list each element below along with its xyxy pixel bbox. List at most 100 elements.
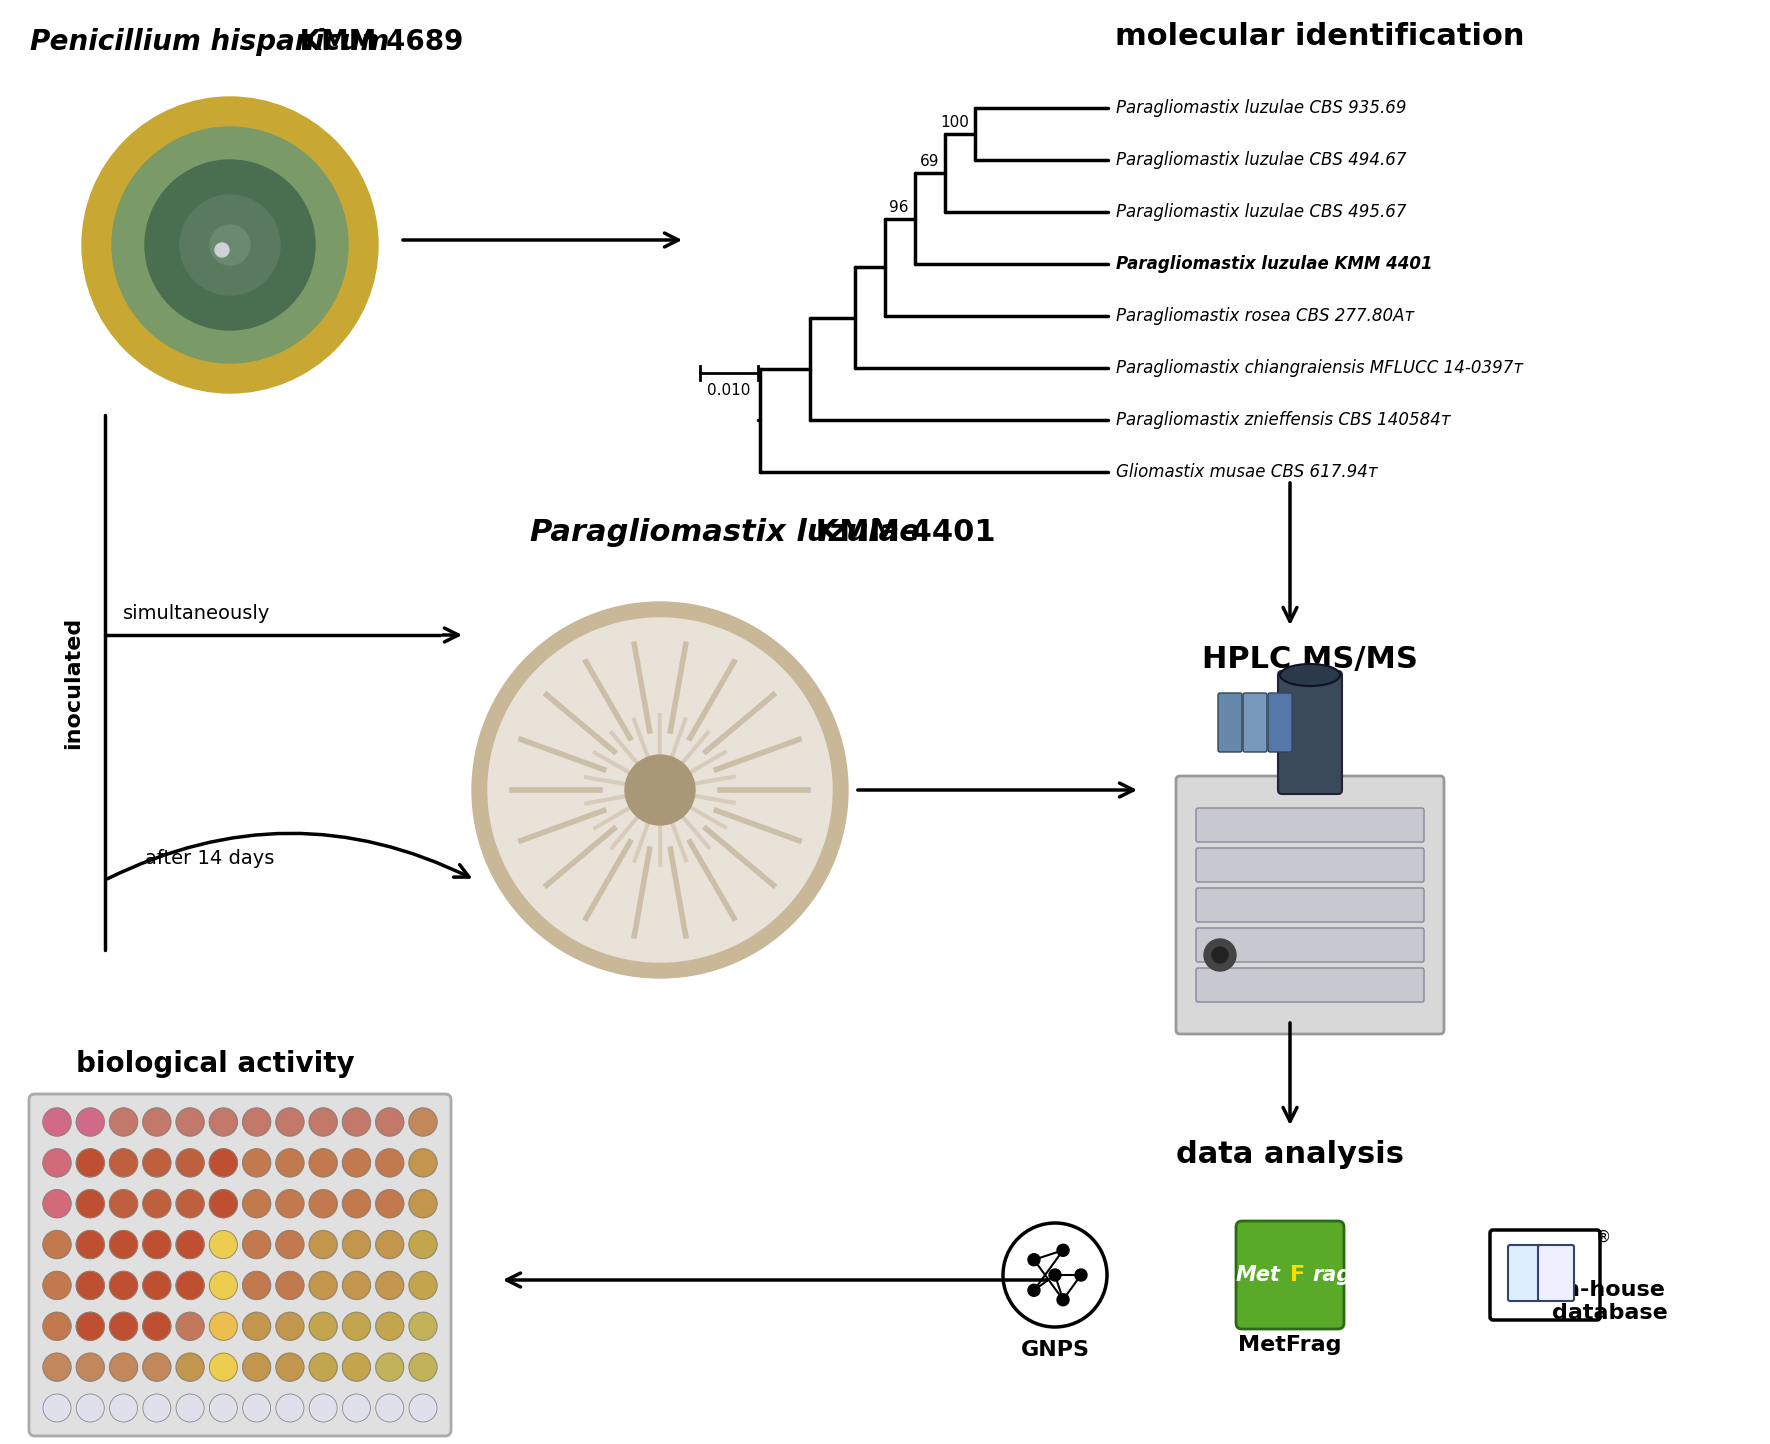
Text: inoculated: inoculated — [64, 617, 83, 748]
Text: F: F — [1290, 1265, 1306, 1285]
Circle shape — [1074, 1269, 1087, 1281]
FancyBboxPatch shape — [1197, 848, 1425, 882]
Text: Paragliomastix luzulae CBS 494.67: Paragliomastix luzulae CBS 494.67 — [1117, 152, 1407, 169]
Circle shape — [310, 1149, 336, 1177]
Circle shape — [276, 1230, 304, 1259]
FancyBboxPatch shape — [1218, 693, 1243, 752]
Circle shape — [276, 1393, 304, 1422]
Circle shape — [342, 1353, 370, 1380]
Circle shape — [145, 160, 315, 331]
Circle shape — [42, 1149, 71, 1177]
Circle shape — [110, 1230, 138, 1259]
Circle shape — [342, 1108, 370, 1136]
Circle shape — [209, 1149, 237, 1177]
Text: Paragliomastix luzulae: Paragliomastix luzulae — [529, 518, 920, 547]
Circle shape — [209, 1353, 237, 1380]
Circle shape — [209, 1393, 237, 1422]
Circle shape — [342, 1190, 370, 1217]
Circle shape — [409, 1149, 437, 1177]
Text: KMM 4689: KMM 4689 — [290, 27, 464, 56]
Circle shape — [110, 1271, 138, 1300]
Text: Paragliomastix luzulae KMM 4401: Paragliomastix luzulae KMM 4401 — [1117, 256, 1432, 273]
Circle shape — [276, 1108, 304, 1136]
Circle shape — [76, 1353, 104, 1380]
Circle shape — [489, 618, 832, 962]
Text: biological activity: biological activity — [76, 1050, 354, 1079]
Circle shape — [42, 1393, 71, 1422]
Circle shape — [310, 1230, 336, 1259]
Circle shape — [42, 1190, 71, 1217]
Circle shape — [175, 1149, 204, 1177]
Circle shape — [76, 1393, 104, 1422]
Text: Paragliomastix luzulae CBS 495.67: Paragliomastix luzulae CBS 495.67 — [1117, 204, 1407, 221]
Circle shape — [375, 1313, 404, 1340]
Circle shape — [110, 1149, 138, 1177]
Text: HPLC MS/MS: HPLC MS/MS — [1202, 645, 1418, 674]
Circle shape — [175, 1313, 204, 1340]
Circle shape — [110, 1313, 138, 1340]
Circle shape — [143, 1149, 172, 1177]
Text: Paragliomastix rosea CBS 277.80Aᴛ: Paragliomastix rosea CBS 277.80Aᴛ — [1117, 308, 1414, 325]
Circle shape — [375, 1108, 404, 1136]
Circle shape — [42, 1313, 71, 1340]
Circle shape — [409, 1353, 437, 1380]
Circle shape — [175, 1271, 204, 1300]
FancyBboxPatch shape — [1175, 775, 1444, 1034]
Text: 69: 69 — [919, 155, 940, 169]
Circle shape — [409, 1190, 437, 1217]
Circle shape — [1028, 1253, 1041, 1266]
Text: Penicillium hispanicum: Penicillium hispanicum — [30, 27, 389, 56]
Circle shape — [342, 1230, 370, 1259]
Circle shape — [1004, 1223, 1106, 1327]
Circle shape — [409, 1108, 437, 1136]
Ellipse shape — [1280, 664, 1340, 686]
Text: Gliomastix musae CBS 617.94ᴛ: Gliomastix musae CBS 617.94ᴛ — [1117, 464, 1377, 481]
Circle shape — [1212, 947, 1228, 963]
Circle shape — [1204, 939, 1235, 970]
Circle shape — [76, 1271, 104, 1300]
Circle shape — [175, 1190, 204, 1217]
Circle shape — [112, 127, 349, 362]
Circle shape — [242, 1149, 271, 1177]
FancyBboxPatch shape — [1267, 693, 1292, 752]
Circle shape — [211, 225, 250, 266]
Circle shape — [310, 1353, 336, 1380]
FancyBboxPatch shape — [1508, 1245, 1542, 1301]
Circle shape — [342, 1149, 370, 1177]
Circle shape — [409, 1313, 437, 1340]
Text: simultaneously: simultaneously — [122, 604, 271, 622]
Circle shape — [76, 1108, 104, 1136]
Circle shape — [181, 195, 280, 295]
Circle shape — [375, 1393, 404, 1422]
Circle shape — [242, 1393, 271, 1422]
Circle shape — [310, 1190, 336, 1217]
Circle shape — [175, 1108, 204, 1136]
Circle shape — [242, 1353, 271, 1380]
Circle shape — [242, 1230, 271, 1259]
FancyBboxPatch shape — [1197, 967, 1425, 1002]
FancyBboxPatch shape — [1235, 1222, 1343, 1328]
Circle shape — [110, 1190, 138, 1217]
Circle shape — [375, 1190, 404, 1217]
Circle shape — [242, 1313, 271, 1340]
Circle shape — [42, 1353, 71, 1380]
Circle shape — [375, 1353, 404, 1380]
Circle shape — [276, 1149, 304, 1177]
Circle shape — [310, 1313, 336, 1340]
Text: data analysis: data analysis — [1175, 1139, 1404, 1170]
FancyBboxPatch shape — [1197, 809, 1425, 842]
Circle shape — [409, 1230, 437, 1259]
Circle shape — [143, 1393, 172, 1422]
Circle shape — [143, 1313, 172, 1340]
Circle shape — [175, 1353, 204, 1380]
Text: ®: ® — [1595, 1229, 1611, 1245]
Circle shape — [175, 1393, 204, 1422]
FancyBboxPatch shape — [1538, 1245, 1574, 1301]
Circle shape — [76, 1149, 104, 1177]
Text: Paragliomastix chiangraiensis MFLUCC 14-0397ᴛ: Paragliomastix chiangraiensis MFLUCC 14-… — [1117, 360, 1522, 377]
Circle shape — [143, 1108, 172, 1136]
Circle shape — [110, 1393, 138, 1422]
Text: molecular identification: molecular identification — [1115, 22, 1524, 51]
FancyBboxPatch shape — [1197, 888, 1425, 923]
Circle shape — [342, 1313, 370, 1340]
